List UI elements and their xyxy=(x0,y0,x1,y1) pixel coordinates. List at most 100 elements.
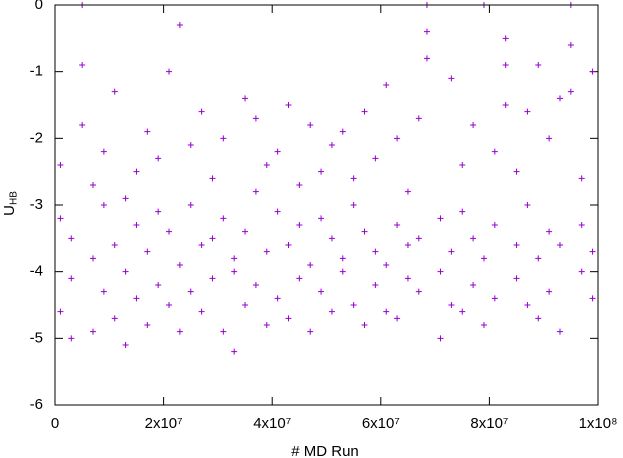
data-point xyxy=(57,162,64,168)
data-point xyxy=(350,302,357,308)
data-point xyxy=(567,88,574,95)
data-point xyxy=(448,75,455,82)
data-point xyxy=(535,315,542,322)
data-point xyxy=(589,248,596,255)
data-point xyxy=(209,235,216,242)
data-point xyxy=(122,268,129,275)
data-point xyxy=(524,202,531,208)
data-point xyxy=(318,215,325,222)
data-point xyxy=(263,162,270,168)
data-point xyxy=(459,308,466,315)
data-point xyxy=(459,162,466,168)
data-point xyxy=(470,235,477,242)
data-point xyxy=(556,328,563,335)
data-point xyxy=(372,155,379,162)
data-point xyxy=(383,262,390,268)
data-point xyxy=(328,142,335,148)
data-point xyxy=(470,122,477,128)
y-tick-label: -1 xyxy=(30,63,43,80)
data-point xyxy=(524,302,531,308)
data-point xyxy=(546,228,553,235)
data-point xyxy=(209,175,216,182)
data-point xyxy=(176,328,183,335)
data-point xyxy=(350,175,357,182)
data-point xyxy=(513,275,520,282)
data-point xyxy=(404,275,411,282)
data-point xyxy=(242,95,249,102)
y-axis-label: U HB xyxy=(1,191,20,216)
data-point xyxy=(68,335,75,342)
data-point xyxy=(589,295,596,302)
data-point xyxy=(90,182,97,188)
data-point xyxy=(122,342,129,348)
data-point xyxy=(361,108,368,115)
data-point xyxy=(546,288,553,295)
data-point xyxy=(535,62,542,68)
data-point xyxy=(372,282,379,288)
x-tick-label: 6x10⁷ xyxy=(362,415,400,432)
data-point xyxy=(57,308,64,315)
data-point xyxy=(328,308,335,315)
data-point xyxy=(578,175,585,182)
data-point xyxy=(263,248,270,255)
data-point xyxy=(394,222,401,228)
data-point xyxy=(133,295,140,302)
x-tick-label: 2x10⁷ xyxy=(145,415,183,432)
data-point xyxy=(567,42,574,48)
data-point xyxy=(231,255,238,262)
data-point xyxy=(296,182,303,188)
data-point xyxy=(166,302,173,308)
data-point xyxy=(68,235,75,242)
data-point xyxy=(231,268,238,275)
data-point xyxy=(187,202,194,208)
data-point xyxy=(100,202,107,208)
data-point xyxy=(578,222,585,228)
data-point xyxy=(274,295,281,302)
data-point xyxy=(394,315,401,322)
data-point xyxy=(404,188,411,195)
plot-frame xyxy=(54,4,599,406)
data-point xyxy=(187,142,194,148)
data-point xyxy=(513,168,520,175)
data-point xyxy=(491,148,498,155)
data-point xyxy=(274,148,281,155)
data-point xyxy=(111,88,118,95)
y-axis-label-main: U xyxy=(1,205,18,216)
data-point xyxy=(470,282,477,288)
data-point xyxy=(448,248,455,255)
x-tick-label: 0 xyxy=(51,415,59,432)
data-point xyxy=(415,288,422,295)
y-tick-label: -6 xyxy=(30,396,43,413)
x-tick-label: 1x10⁸ xyxy=(579,415,618,432)
data-point xyxy=(274,208,281,215)
data-point xyxy=(133,168,140,175)
data-point xyxy=(350,202,357,208)
y-tick-label: 0 xyxy=(35,0,43,13)
data-point xyxy=(535,255,542,262)
data-point xyxy=(90,255,97,262)
data-point xyxy=(546,135,553,142)
data-point xyxy=(122,195,129,202)
data-point xyxy=(296,222,303,228)
data-point xyxy=(296,275,303,282)
data-point xyxy=(220,135,227,142)
data-point xyxy=(437,215,444,222)
data-point xyxy=(307,262,314,268)
data-point xyxy=(198,108,205,115)
data-point xyxy=(166,68,173,75)
y-tick-label: -3 xyxy=(30,196,43,213)
data-point xyxy=(328,235,335,242)
data-point xyxy=(437,335,444,342)
data-point xyxy=(448,302,455,308)
data-point xyxy=(252,282,259,288)
data-point xyxy=(578,268,585,275)
data-point xyxy=(318,288,325,295)
data-point xyxy=(524,108,531,115)
data-point xyxy=(111,315,118,322)
data-point xyxy=(502,62,509,68)
data-point xyxy=(198,242,205,248)
data-point xyxy=(372,248,379,255)
data-point xyxy=(480,255,487,262)
data-point xyxy=(339,128,346,135)
data-point xyxy=(79,62,86,68)
